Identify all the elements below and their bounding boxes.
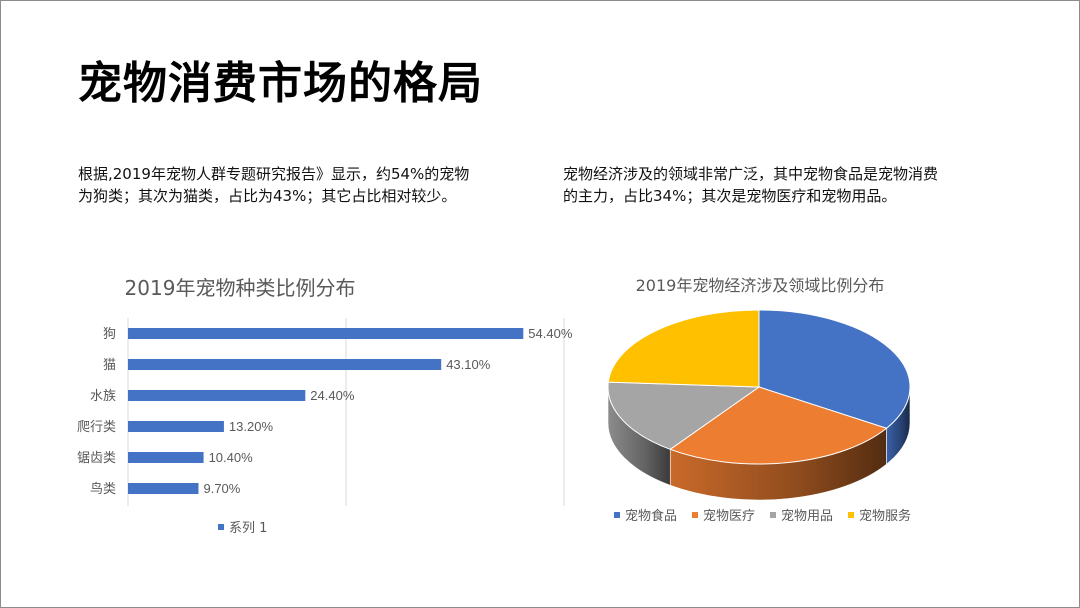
bar — [128, 359, 442, 370]
category-label: 水族 — [90, 388, 116, 404]
data-label: 54.40% — [528, 326, 573, 341]
category-label: 锯齿类 — [77, 451, 116, 466]
pie-legend-item: 宠物服务 — [848, 505, 911, 524]
bar — [128, 483, 199, 494]
pie-legend-swatch — [692, 511, 699, 518]
pie-slice — [607, 381, 761, 450]
category-label: 狗 — [103, 327, 116, 342]
data-label: 10.40% — [209, 450, 254, 465]
bar — [128, 421, 224, 432]
bar — [128, 390, 306, 401]
pie-chart-title: 2019年宠物经济涉及领域比例分布 — [635, 276, 885, 295]
bar-chart-legend: 系列 1 — [218, 517, 282, 536]
category-label: 猫 — [103, 358, 116, 373]
pie-legend-label: 宠物医疗 — [703, 509, 756, 524]
pie-legend-label: 宠物用品 — [781, 509, 834, 524]
slide-title: 宠物消费市场的格局 — [78, 58, 483, 109]
data-label: 9.70% — [203, 481, 240, 496]
pie-legend-swatch — [848, 511, 855, 518]
category-label: 爬行类 — [77, 420, 116, 435]
bar-legend-item: 系列 1 — [218, 517, 267, 536]
bar-legend-label: 系列 1 — [229, 521, 268, 536]
pie-legend-label: 宠物食品 — [625, 509, 678, 524]
pie-slice — [669, 386, 888, 465]
data-label: 13.20% — [229, 419, 274, 434]
pie-legend-item: 宠物食品 — [614, 505, 677, 524]
pie-legend-item: 宠物用品 — [770, 505, 833, 524]
bar-chart-title: 2019年宠物种类比例分布 — [124, 276, 356, 300]
pie-slice — [607, 309, 760, 388]
pie-legend-label: 宠物服务 — [859, 509, 912, 524]
right-paragraph: 宠物经济涉及的领域非常广泛，其中宠物食品是宠物消费的主力，占比34%；其次是宠物… — [563, 165, 939, 205]
pie-chart-legend: 宠物食品 宠物医疗 宠物用品 宠物服务 — [614, 505, 926, 524]
data-label: 24.40% — [310, 388, 355, 403]
pie-legend-item: 宠物医疗 — [692, 505, 755, 524]
left-paragraph: 根据,2019年宠物人群专题研究报告》显示，约54%的宠物为狗类；其次为猫类，占… — [78, 165, 470, 205]
bar — [128, 328, 524, 339]
data-label: 43.10% — [446, 357, 491, 372]
pie-legend-swatch — [614, 511, 620, 518]
pie-legend-swatch — [770, 511, 777, 518]
bar-legend-swatch — [218, 523, 224, 530]
bar — [128, 452, 204, 463]
category-label: 鸟类 — [90, 481, 116, 497]
